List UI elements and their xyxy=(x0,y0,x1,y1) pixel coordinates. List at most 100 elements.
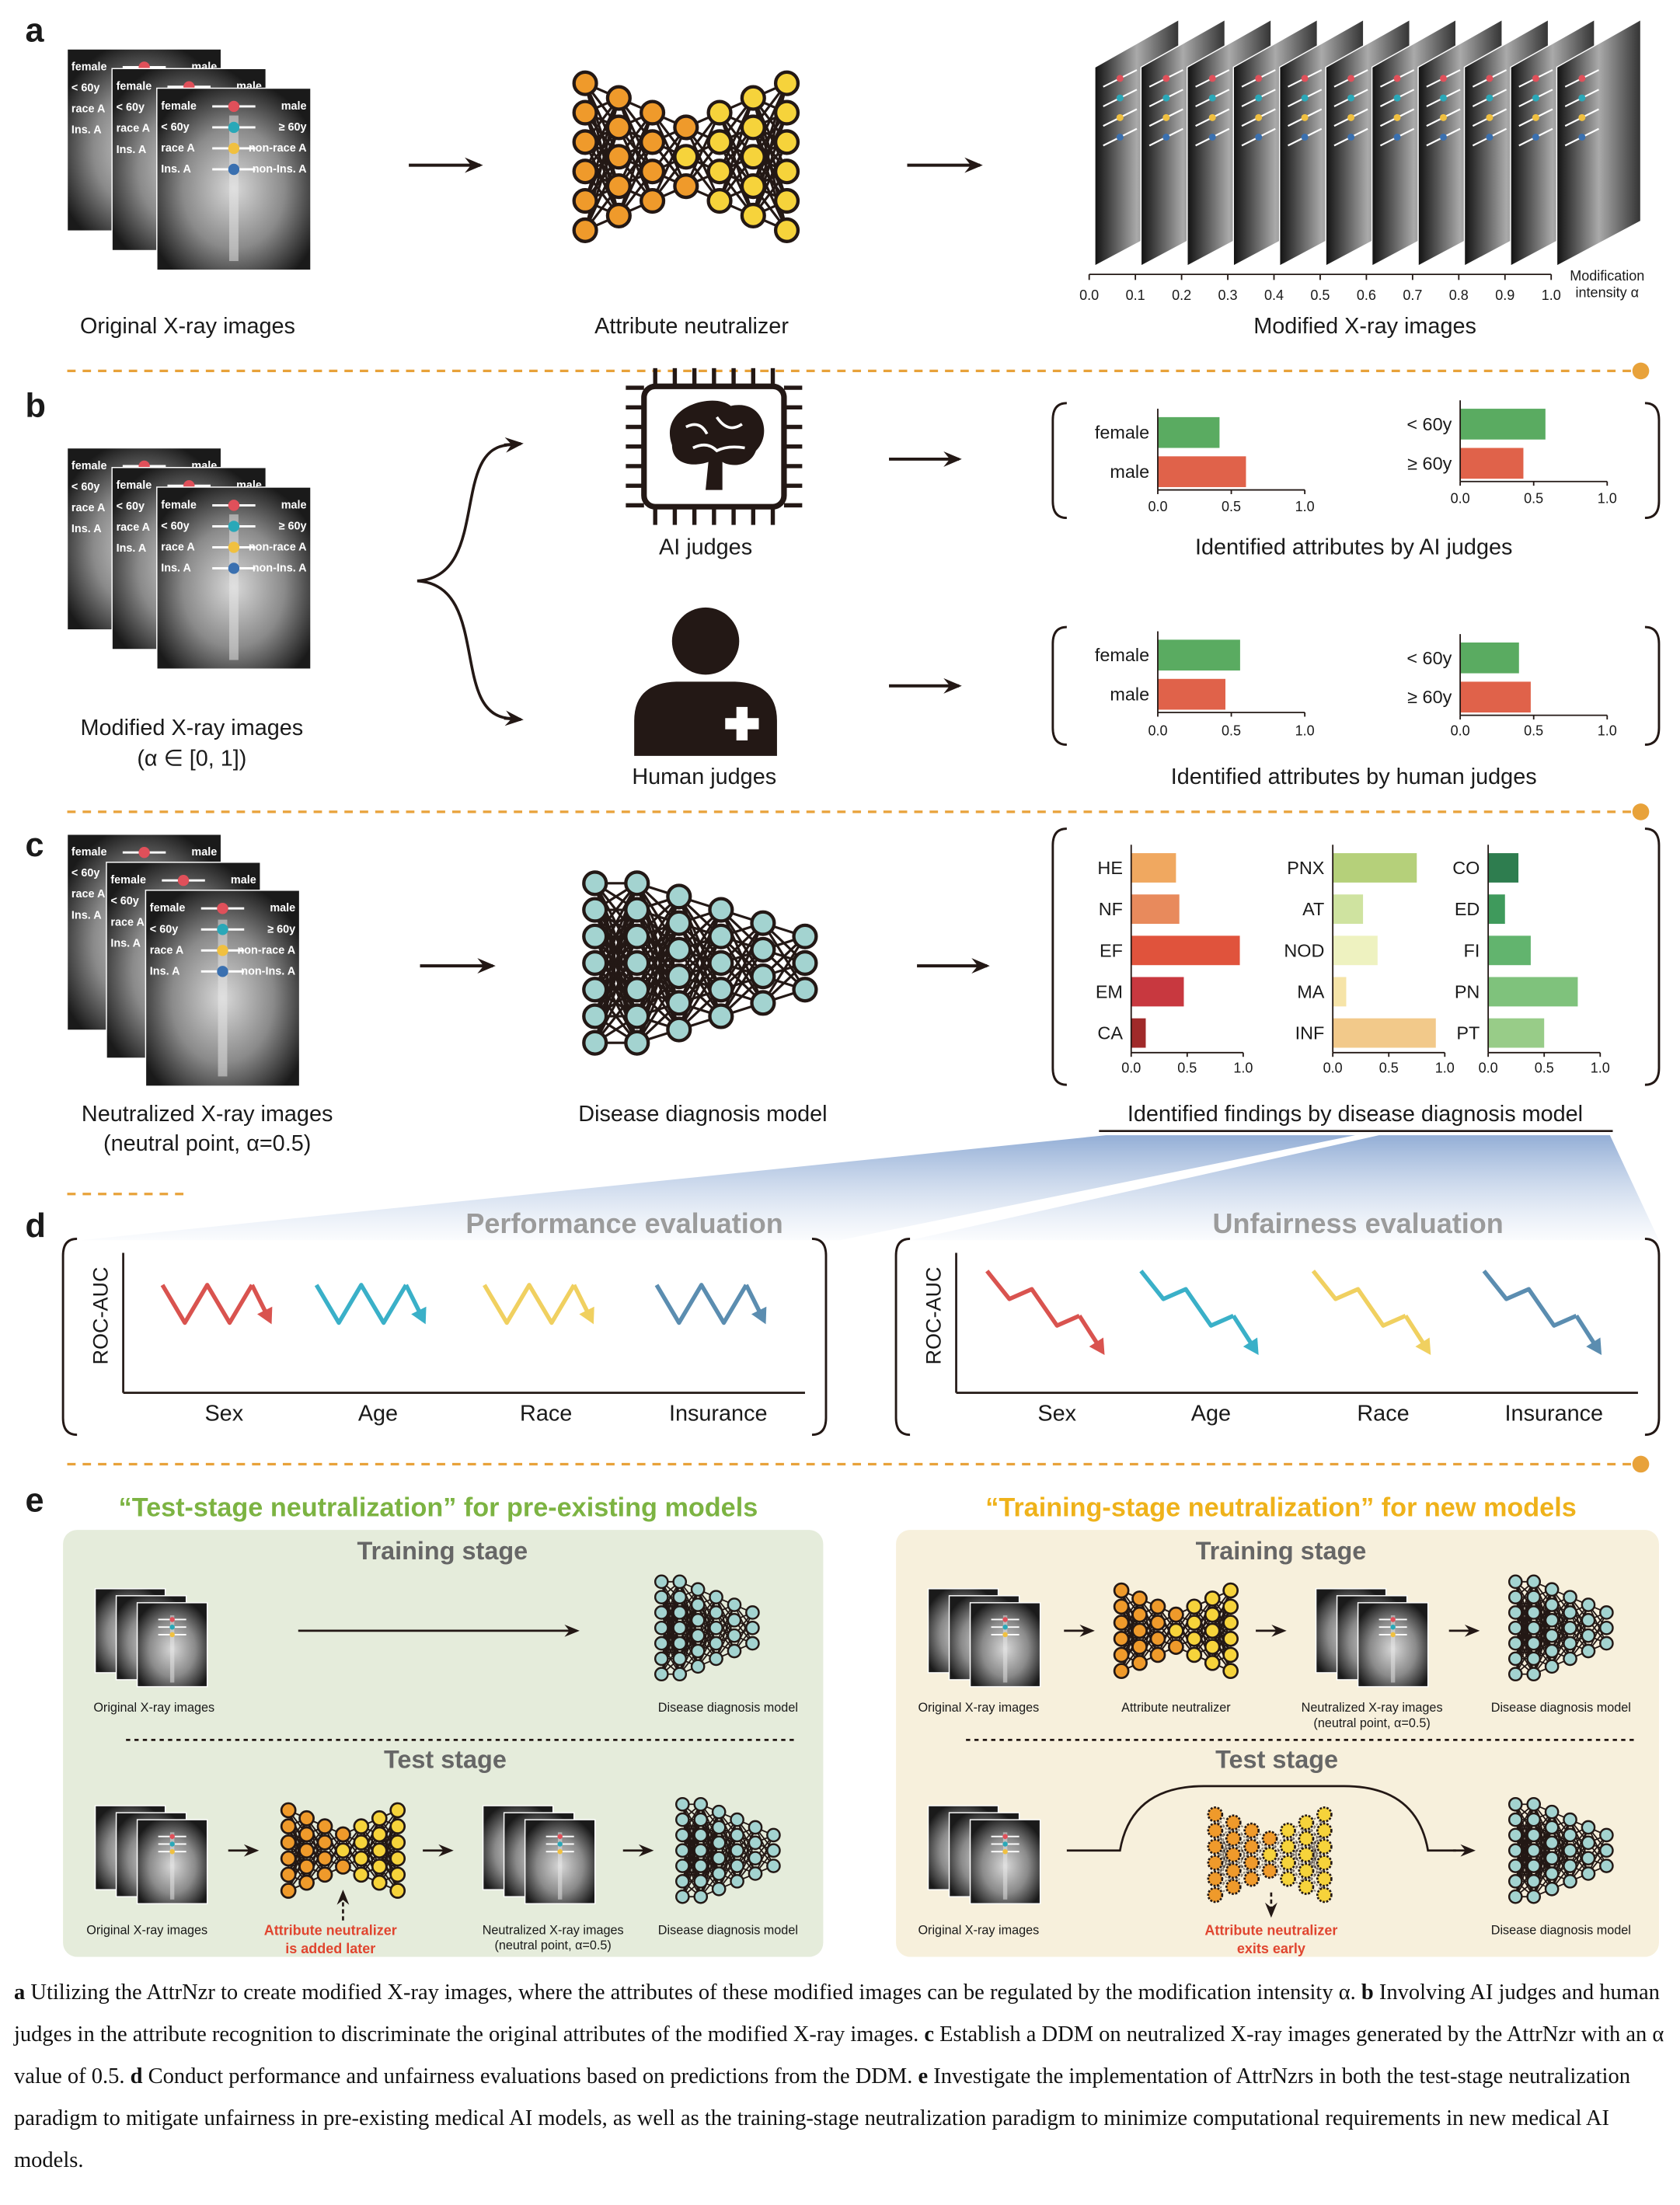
group-label: Race xyxy=(1357,1402,1409,1426)
network-node xyxy=(1225,1814,1242,1831)
xray-label-dot xyxy=(138,846,150,859)
network-node xyxy=(298,1810,315,1827)
xray-label-dot xyxy=(228,500,240,511)
caption-text: Original X-ray images xyxy=(80,314,295,339)
category-label: ED xyxy=(1455,899,1480,919)
xray-label: < 60y xyxy=(71,82,99,95)
category-label: PT xyxy=(1456,1023,1480,1043)
network-node xyxy=(389,1802,406,1819)
bracket xyxy=(1644,625,1661,746)
network-node xyxy=(1316,1806,1333,1823)
network-node xyxy=(666,910,692,936)
network-node xyxy=(582,949,608,977)
network-node xyxy=(727,1613,742,1628)
xray-label-dot xyxy=(1439,134,1447,141)
caption-text: (neutral point, α=0.5) xyxy=(494,1939,611,1952)
network-node xyxy=(711,1804,727,1820)
network-node xyxy=(640,129,666,155)
network-edge xyxy=(718,97,755,202)
xray-label-dot xyxy=(169,1834,175,1839)
chart-title: Identified attributes by human judges xyxy=(1171,765,1537,789)
xray-label-dot xyxy=(1390,1617,1396,1622)
panel-label: e xyxy=(25,1482,44,1519)
bar xyxy=(1333,935,1378,966)
network-edge xyxy=(720,922,765,991)
network-edge xyxy=(1305,1869,1325,1880)
network-edge xyxy=(718,97,755,172)
network-node xyxy=(1243,1838,1260,1855)
xray-label-dot xyxy=(1002,1834,1008,1839)
network-node xyxy=(640,158,666,185)
xray-label: female xyxy=(71,460,107,472)
xray-label-dot xyxy=(228,163,240,176)
network-node xyxy=(1563,1651,1577,1667)
xray-label: race A xyxy=(110,916,145,928)
bracket xyxy=(1644,1237,1661,1437)
network-node xyxy=(1261,1862,1278,1879)
network-node xyxy=(1225,1862,1242,1879)
category-label: PNX xyxy=(1287,858,1325,878)
network-node xyxy=(690,1582,706,1597)
xray-spine xyxy=(169,1615,175,1683)
network-node xyxy=(1316,1838,1333,1855)
network-edge xyxy=(678,935,723,1030)
network-node xyxy=(693,1812,709,1827)
note-text: is added later xyxy=(285,1941,375,1956)
trend-line xyxy=(314,1283,408,1325)
network-edge xyxy=(1269,1869,1288,1880)
category-label: male xyxy=(1110,462,1149,482)
network-node xyxy=(1526,1620,1542,1635)
caption-text: Disease diagnosis model xyxy=(1491,1923,1631,1937)
bar xyxy=(1460,409,1546,440)
stage-title: Test stage xyxy=(384,1746,507,1774)
panel-label: c xyxy=(25,827,44,864)
network-edge xyxy=(1288,1821,1307,1831)
network-node xyxy=(727,1643,742,1659)
bar xyxy=(1333,977,1347,1007)
xray-label: race A xyxy=(161,541,195,553)
network-node xyxy=(1113,1615,1130,1631)
arrow-head xyxy=(477,958,496,974)
stage-title: Training stage xyxy=(1196,1537,1367,1565)
network-node xyxy=(1581,1628,1596,1643)
bar xyxy=(1157,456,1246,487)
network-node xyxy=(1544,1597,1560,1612)
network-node xyxy=(1544,1881,1560,1897)
xray-label: race A xyxy=(71,888,106,900)
xray-label: male xyxy=(281,499,307,511)
xray-label: ≥ 60y xyxy=(279,520,307,532)
network-node xyxy=(1599,1827,1614,1843)
tick-label: 0.5 xyxy=(1177,1061,1197,1076)
network-node xyxy=(1243,1855,1260,1871)
tick-label: 0.3 xyxy=(1218,287,1238,303)
axis-title: ROC-AUC xyxy=(89,1266,113,1364)
network-node xyxy=(1544,1851,1560,1865)
network-node xyxy=(708,1003,734,1029)
xray-label-dot xyxy=(1002,1624,1008,1630)
network-node xyxy=(1113,1630,1130,1647)
xray-label-dot xyxy=(1255,94,1263,102)
network-edge xyxy=(636,975,681,1044)
network-node xyxy=(1131,1622,1148,1639)
network-node xyxy=(766,1858,781,1873)
network-node xyxy=(706,129,733,155)
bar xyxy=(1333,853,1417,883)
network-node xyxy=(389,1866,406,1883)
network-node xyxy=(298,1874,315,1891)
xray-label: ≥ 60y xyxy=(267,923,295,935)
network-edge xyxy=(1269,1862,1288,1872)
network-edge xyxy=(584,97,620,172)
network-node xyxy=(1507,1796,1523,1812)
network-edge xyxy=(1288,1878,1307,1888)
xray-label-dot xyxy=(1393,75,1401,82)
bar xyxy=(1131,1018,1146,1048)
axis-title: intensity α xyxy=(1576,285,1639,301)
caption-text: Disease diagnosis model xyxy=(658,1923,798,1937)
network-node xyxy=(1298,1814,1315,1831)
xray-label: race A xyxy=(71,502,106,514)
xray-label-dot xyxy=(1486,113,1494,121)
arrow-head xyxy=(638,1844,654,1857)
network-node xyxy=(674,1843,690,1858)
xray-label-dot xyxy=(228,563,240,574)
tick-label: 0.7 xyxy=(1403,287,1422,303)
